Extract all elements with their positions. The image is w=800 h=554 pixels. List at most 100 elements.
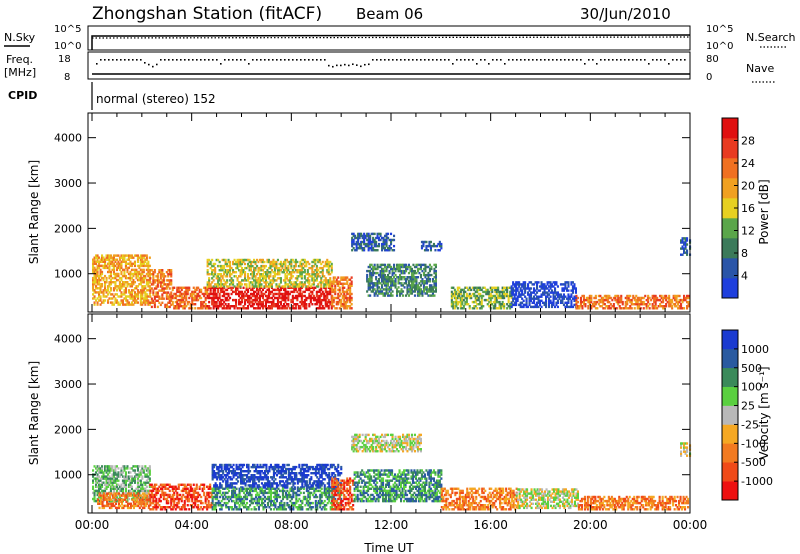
heatmap-cell xyxy=(197,491,200,495)
heatmap-cell xyxy=(506,303,509,306)
heatmap-cell xyxy=(495,307,498,310)
heatmap-cell xyxy=(429,247,432,250)
nave-dot xyxy=(540,59,542,61)
heatmap-cell xyxy=(126,504,129,508)
heatmap-cell xyxy=(245,294,248,298)
heatmap-cell xyxy=(130,254,133,257)
heatmap-cell xyxy=(489,294,492,298)
heatmap-cell xyxy=(142,274,145,278)
heatmap-cell xyxy=(324,264,327,268)
heatmap-cell xyxy=(528,299,531,302)
heatmap-cell xyxy=(266,294,269,298)
heatmap-cell xyxy=(123,268,126,272)
heatmap-cell xyxy=(146,496,149,499)
heatmap-cell xyxy=(281,286,284,289)
heatmap-cell xyxy=(101,254,104,257)
heatmap-cell xyxy=(224,307,227,310)
heatmap-cell xyxy=(98,295,101,298)
heatmap-cell xyxy=(114,283,117,286)
heatmap-cell xyxy=(105,469,108,472)
heatmap-cell xyxy=(263,271,266,274)
heatmap-cell xyxy=(372,249,375,252)
heatmap-cell xyxy=(533,305,536,309)
heatmap-cell xyxy=(312,296,315,300)
heatmap-cell xyxy=(170,504,173,507)
heatmap-cell xyxy=(279,296,282,300)
heatmap-cell xyxy=(161,297,164,300)
heatmap-cell xyxy=(347,298,350,302)
heatmap-cell xyxy=(188,493,191,497)
heatmap-cell xyxy=(382,269,385,273)
heatmap-cell xyxy=(241,283,244,286)
heatmap-cell xyxy=(687,294,690,298)
heatmap-cell xyxy=(498,305,501,308)
heatmap-cell xyxy=(141,502,144,505)
heatmap-cell xyxy=(513,293,516,296)
heatmap-cell xyxy=(561,297,564,300)
heatmap-cell xyxy=(204,290,207,294)
heatmap-cell xyxy=(108,477,111,480)
heatmap-cell xyxy=(687,300,690,304)
heatmap-cell xyxy=(683,294,686,298)
heatmap-cell xyxy=(429,244,432,248)
heatmap-cell xyxy=(338,298,341,302)
heatmap-cell xyxy=(158,281,161,284)
heatmap-cell xyxy=(142,297,145,300)
heatmap-cell xyxy=(104,295,107,298)
heatmap-cell xyxy=(382,238,385,242)
heatmap-cell xyxy=(290,283,293,286)
heatmap-cell xyxy=(153,504,156,507)
heatmap-cell xyxy=(165,279,168,282)
heatmap-cell xyxy=(293,271,296,274)
heatmap-cell xyxy=(108,291,111,294)
heatmap-cell xyxy=(93,295,96,298)
heatmap-cell xyxy=(168,483,171,486)
heatmap-cell xyxy=(114,293,117,296)
heatmap-cell xyxy=(269,305,272,308)
nave-dot xyxy=(252,59,254,61)
heatmap-cell xyxy=(256,281,259,284)
heatmap-cell xyxy=(215,277,218,280)
heatmap-cell xyxy=(403,263,406,267)
heatmap-cell xyxy=(272,271,275,274)
heatmap-cell xyxy=(284,264,287,268)
heatmap-cell xyxy=(524,291,527,294)
heatmap-cell xyxy=(176,491,179,495)
heatmap-cell xyxy=(145,254,148,257)
heatmap-cell xyxy=(684,251,687,254)
heatmap-cell xyxy=(161,287,164,290)
heatmap-cell xyxy=(253,298,256,302)
heatmap-cell xyxy=(254,266,257,270)
heatmap-cell xyxy=(123,481,126,484)
heatmap-cell xyxy=(381,290,384,293)
heatmap-cell xyxy=(203,485,206,488)
heatmap-cell xyxy=(385,269,388,273)
heatmap-cell xyxy=(491,294,494,298)
heatmap-cell xyxy=(323,283,326,286)
nave-dot xyxy=(208,59,210,61)
heatmap-cell xyxy=(344,294,347,298)
heatmap-cell xyxy=(296,303,299,306)
heatmap-cell xyxy=(185,290,188,294)
heatmap-cell xyxy=(247,288,250,292)
heatmap-cell xyxy=(126,465,129,468)
heatmap-cell xyxy=(378,242,381,246)
heatmap-cell xyxy=(675,296,678,300)
heatmap-cell xyxy=(92,297,95,300)
heatmap-cell xyxy=(131,498,134,501)
heatmap-cell xyxy=(251,294,254,298)
heatmap-cell xyxy=(584,303,587,306)
heatmap-cell xyxy=(96,475,99,478)
heatmap-cell xyxy=(112,266,115,270)
heatmap-cell xyxy=(410,288,413,291)
heatmap-cell xyxy=(248,294,251,298)
heatmap-cell xyxy=(320,288,323,292)
heatmap-cell xyxy=(327,262,330,266)
heatmap-cell xyxy=(599,300,602,304)
heatmap-cell xyxy=(92,497,95,501)
heatmap-cell xyxy=(272,303,275,306)
heatmap-cell xyxy=(93,260,96,263)
heatmap-cell xyxy=(141,465,144,468)
nave-dot xyxy=(296,59,298,61)
heatmap-cell xyxy=(324,298,327,302)
